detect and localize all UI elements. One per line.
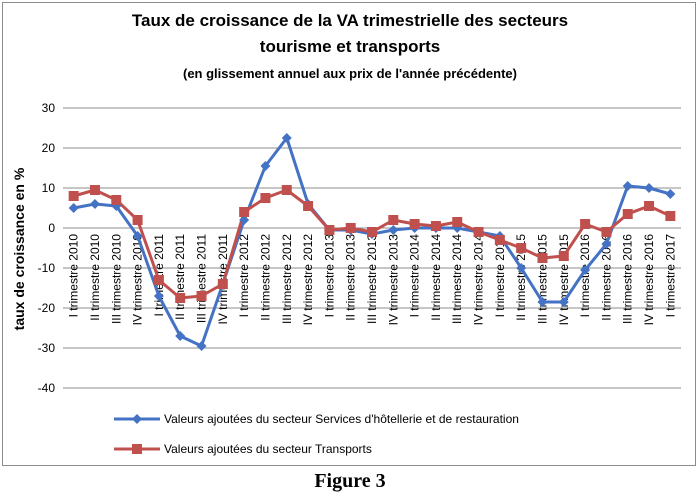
data-point-square — [558, 251, 569, 261]
figure-caption: Figure 3 — [314, 470, 386, 492]
y-tick-label: -20 — [38, 301, 56, 315]
y-tick-label: 20 — [42, 141, 56, 155]
x-tick-label: III trimestre 2015 — [535, 234, 549, 324]
x-tick-label: II trimestre 2014 — [429, 234, 443, 321]
y-tick-label: 10 — [42, 181, 56, 195]
data-point-square — [281, 185, 292, 195]
x-tick-label: I trimestre 2016 — [578, 234, 592, 318]
x-tick-label: III trimestre 2014 — [450, 234, 464, 324]
legend-label: Valeurs ajoutées du secteur Transports — [164, 442, 372, 456]
x-tick-label: II trimestre 2010 — [88, 234, 102, 321]
data-point-diamond — [644, 183, 655, 193]
y-tick-label: 30 — [42, 101, 56, 115]
chart-subtitle: (en glissement annuel aux prix de l'anné… — [183, 66, 517, 81]
data-point-diamond — [153, 291, 164, 301]
data-point-diamond — [537, 297, 548, 307]
x-tick-label: I trimestre 2014 — [408, 234, 422, 318]
data-point-square — [622, 209, 633, 219]
x-tick-label: IV trimestre 2013 — [386, 234, 400, 326]
data-point-diamond — [89, 199, 100, 209]
x-tick-label: IV trimestre 2010 — [131, 234, 145, 326]
x-tick-label: III trimestre 2010 — [109, 234, 123, 324]
data-point-diamond — [580, 265, 591, 275]
x-tick-label: III trimestre 2012 — [280, 234, 294, 324]
data-point-square — [345, 223, 356, 233]
data-point-square — [665, 211, 676, 221]
chart-title-line2: tourisme et transports — [260, 37, 440, 56]
y-tick-label: -10 — [38, 261, 56, 275]
data-point-square — [132, 215, 143, 225]
data-point-square — [452, 217, 463, 227]
data-point-diamond — [665, 189, 676, 199]
x-tick-label: III trimestre 2013 — [365, 234, 379, 324]
data-point-square — [68, 191, 79, 201]
y-tick-label: -30 — [38, 341, 56, 355]
data-point-square — [430, 221, 441, 231]
data-point-square — [111, 195, 122, 205]
data-point-diamond — [601, 239, 612, 249]
series-lines — [68, 133, 676, 351]
y-tick-label: 0 — [48, 221, 55, 235]
data-point-diamond — [260, 161, 271, 171]
data-point-square — [516, 243, 527, 253]
data-point-diamond — [196, 341, 207, 351]
legend-marker-diamond — [132, 414, 142, 424]
gridlines — [63, 107, 681, 389]
data-point-diamond — [175, 331, 186, 341]
y-axis-label: taux de croissance en % — [11, 167, 27, 330]
x-tick-label: II trimestre 2015 — [514, 234, 528, 321]
x-tick-label: IV trimestre 2014 — [472, 234, 486, 326]
data-point-diamond — [622, 181, 633, 191]
x-tick-label: II trimestre 2013 — [344, 234, 358, 321]
data-point-square — [175, 293, 186, 303]
chart: Taux de croissance de la VA trimestriell… — [11, 11, 681, 456]
data-point-square — [473, 227, 484, 237]
data-point-square — [217, 279, 228, 289]
legend: Valeurs ajoutées du secteur Services d'h… — [114, 412, 519, 456]
chart-frame — [2, 2, 696, 466]
data-point-diamond — [239, 215, 250, 225]
data-point-square — [409, 219, 420, 229]
y-tick-labels: 30 20 10 0 -10 -20 -30 -40 — [38, 101, 56, 395]
data-point-square — [367, 227, 377, 237]
x-tick-label: I trimestre 2012 — [237, 234, 251, 318]
x-tick-label: II trimestre 2012 — [258, 234, 272, 321]
data-point-square — [580, 219, 591, 229]
data-point-diamond — [558, 297, 569, 307]
x-tick-label: III trimestre 2011 — [195, 234, 209, 323]
data-point-square — [196, 291, 207, 301]
data-point-square — [494, 235, 505, 245]
data-point-square — [153, 275, 164, 285]
data-point-square — [388, 215, 399, 225]
data-point-diamond — [68, 203, 79, 213]
x-tick-label: I trimestre 2010 — [67, 234, 81, 318]
data-point-square — [89, 185, 100, 195]
data-point-diamond — [388, 225, 399, 235]
data-point-square — [239, 207, 250, 217]
data-point-square — [644, 201, 655, 211]
data-point-square — [260, 193, 271, 203]
legend-marker-square — [132, 444, 142, 454]
data-point-square — [537, 253, 548, 263]
data-point-square — [324, 225, 335, 235]
y-tick-label: -40 — [38, 381, 56, 395]
x-tick-label: III trimestre 2016 — [621, 234, 635, 324]
x-tick-label: I trimestre 2013 — [322, 234, 336, 318]
data-point-diamond — [516, 263, 527, 273]
x-tick-label: II trimestre 2011 — [173, 234, 187, 320]
x-tick-label: I trimestre 2017 — [663, 234, 677, 318]
x-tick-label: IV trimestre 2012 — [301, 234, 315, 326]
data-point-square — [601, 227, 612, 237]
x-tick-label: IV trimestre 2016 — [642, 234, 656, 326]
data-point-diamond — [281, 133, 292, 143]
data-point-diamond — [132, 231, 143, 241]
x-tick-label: I trimestre 2015 — [493, 234, 507, 318]
legend-label: Valeurs ajoutées du secteur Services d'h… — [164, 412, 519, 426]
chart-title: Taux de croissance de la VA trimestriell… — [132, 11, 568, 30]
x-tick-label: II trimestre 2016 — [599, 234, 613, 321]
data-point-square — [303, 201, 314, 211]
